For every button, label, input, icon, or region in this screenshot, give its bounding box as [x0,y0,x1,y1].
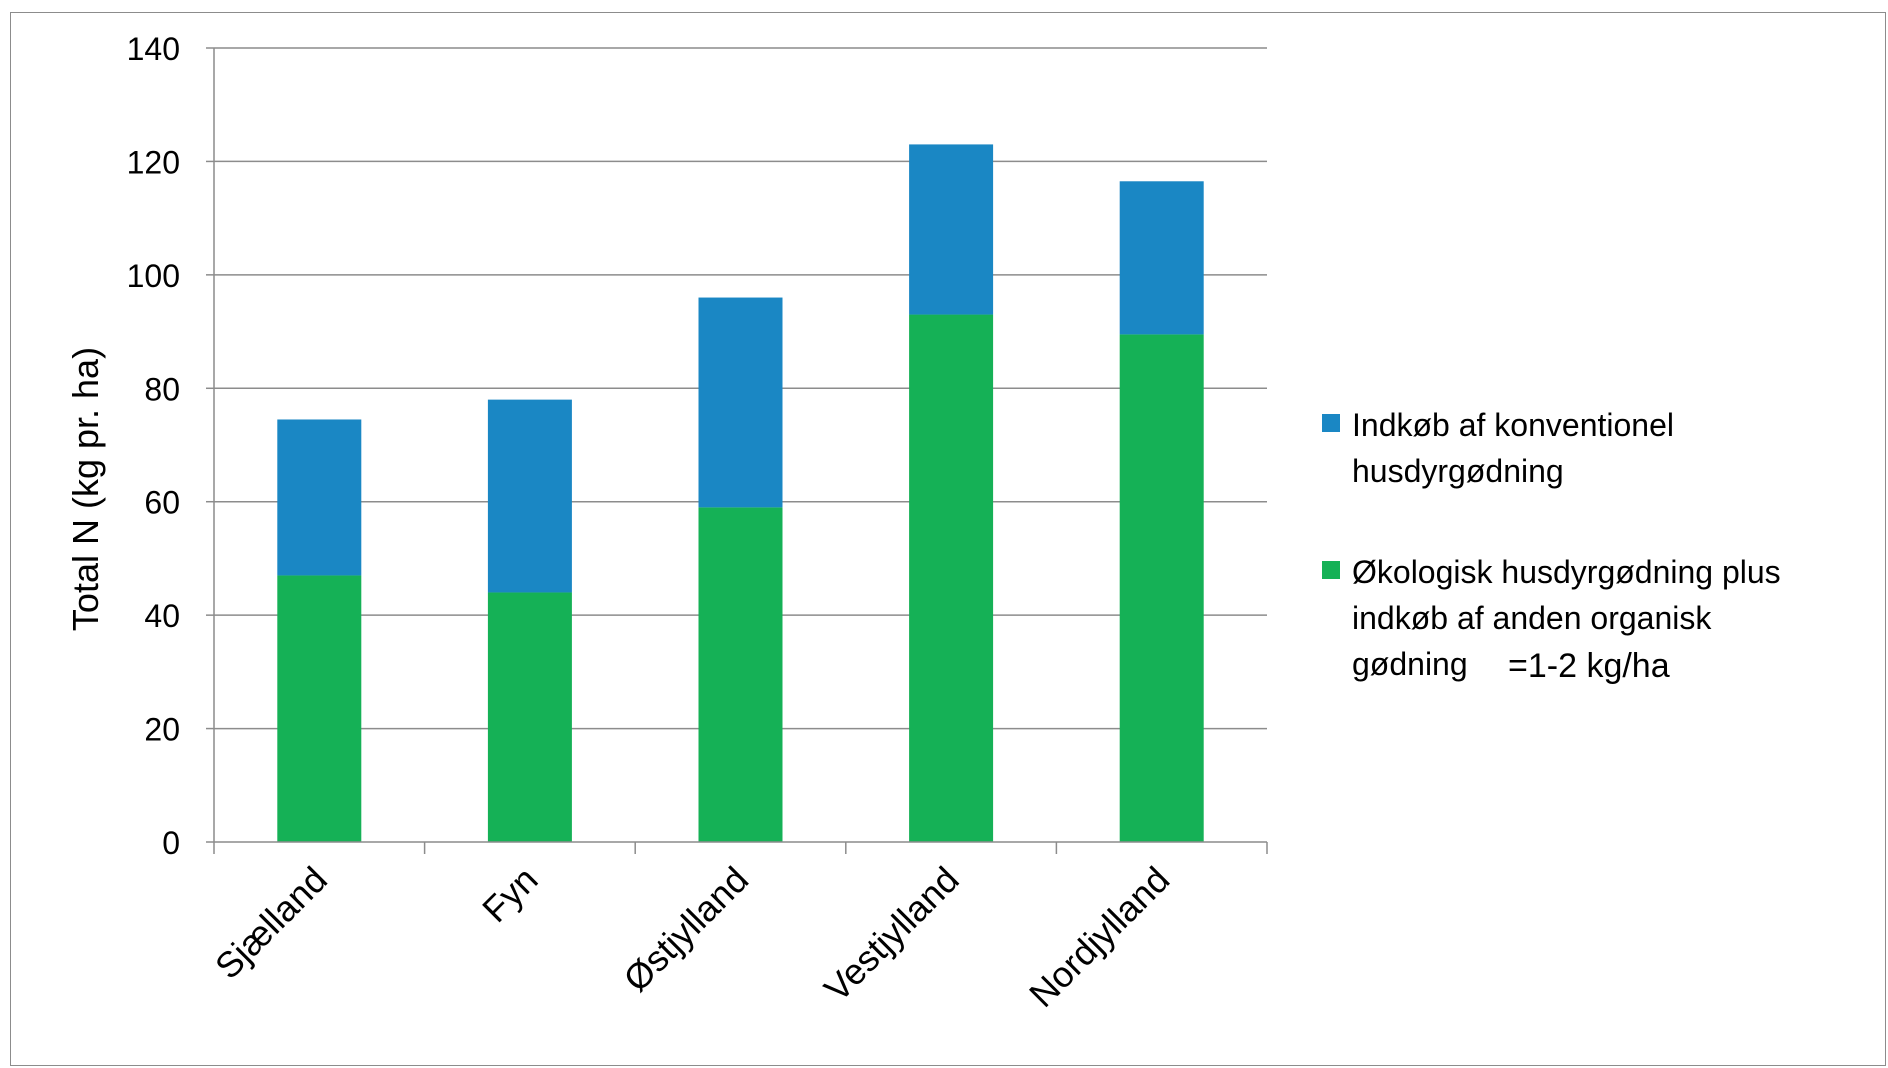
bar-segment-konventionel [277,419,362,576]
legend-label: gødning [1352,646,1468,682]
y-axis-title: Total N (kg pr. ha) [65,347,106,631]
legend-label: husdyrgødning [1352,453,1564,489]
y-tick-label: 100 [127,258,180,294]
legend-annotation: =1-2 kg/ha [1508,647,1670,685]
y-tick-label: 0 [162,825,180,861]
y-tick-label: 60 [144,485,180,521]
bars [277,144,1204,842]
x-tick-label: Fyn [474,859,545,930]
bar-segment-okologisk [1119,334,1204,842]
legend-label: indkøb af anden organisk [1352,600,1712,636]
legend-label: Økologisk husdyrgødning plus [1352,554,1781,590]
bar-segment-konventionel [909,144,994,315]
y-tick-label: 80 [144,371,180,407]
x-tick-label: Nordjylland [1021,859,1177,1015]
bar-segment-konventionel [487,399,572,593]
legend-swatch [1322,414,1340,432]
bar-segment-konventionel [698,297,783,508]
x-tick-label: Sjælland [207,859,335,987]
gridlines [214,47,1267,730]
bar-segment-okologisk [909,314,994,842]
y-tick-label: 120 [127,144,180,180]
x-tick-label: Østjylland [615,859,756,1000]
bar-segment-okologisk [698,507,783,842]
y-tick-label: 140 [127,31,180,67]
y-tick-label: 20 [144,712,180,748]
bar-segment-okologisk [277,575,362,842]
x-tick-label: Vestjylland [816,859,967,1010]
bar-segment-konventionel [1119,181,1204,335]
legend-swatch [1322,561,1340,579]
bar-segment-okologisk [487,592,572,842]
axes [206,47,1268,854]
legend: Indkøb af konventionel husdyrgødning Økolo… [1322,407,1781,685]
legend-label: Indkøb af konventionel [1352,407,1674,443]
y-tick-label: 40 [144,598,180,634]
